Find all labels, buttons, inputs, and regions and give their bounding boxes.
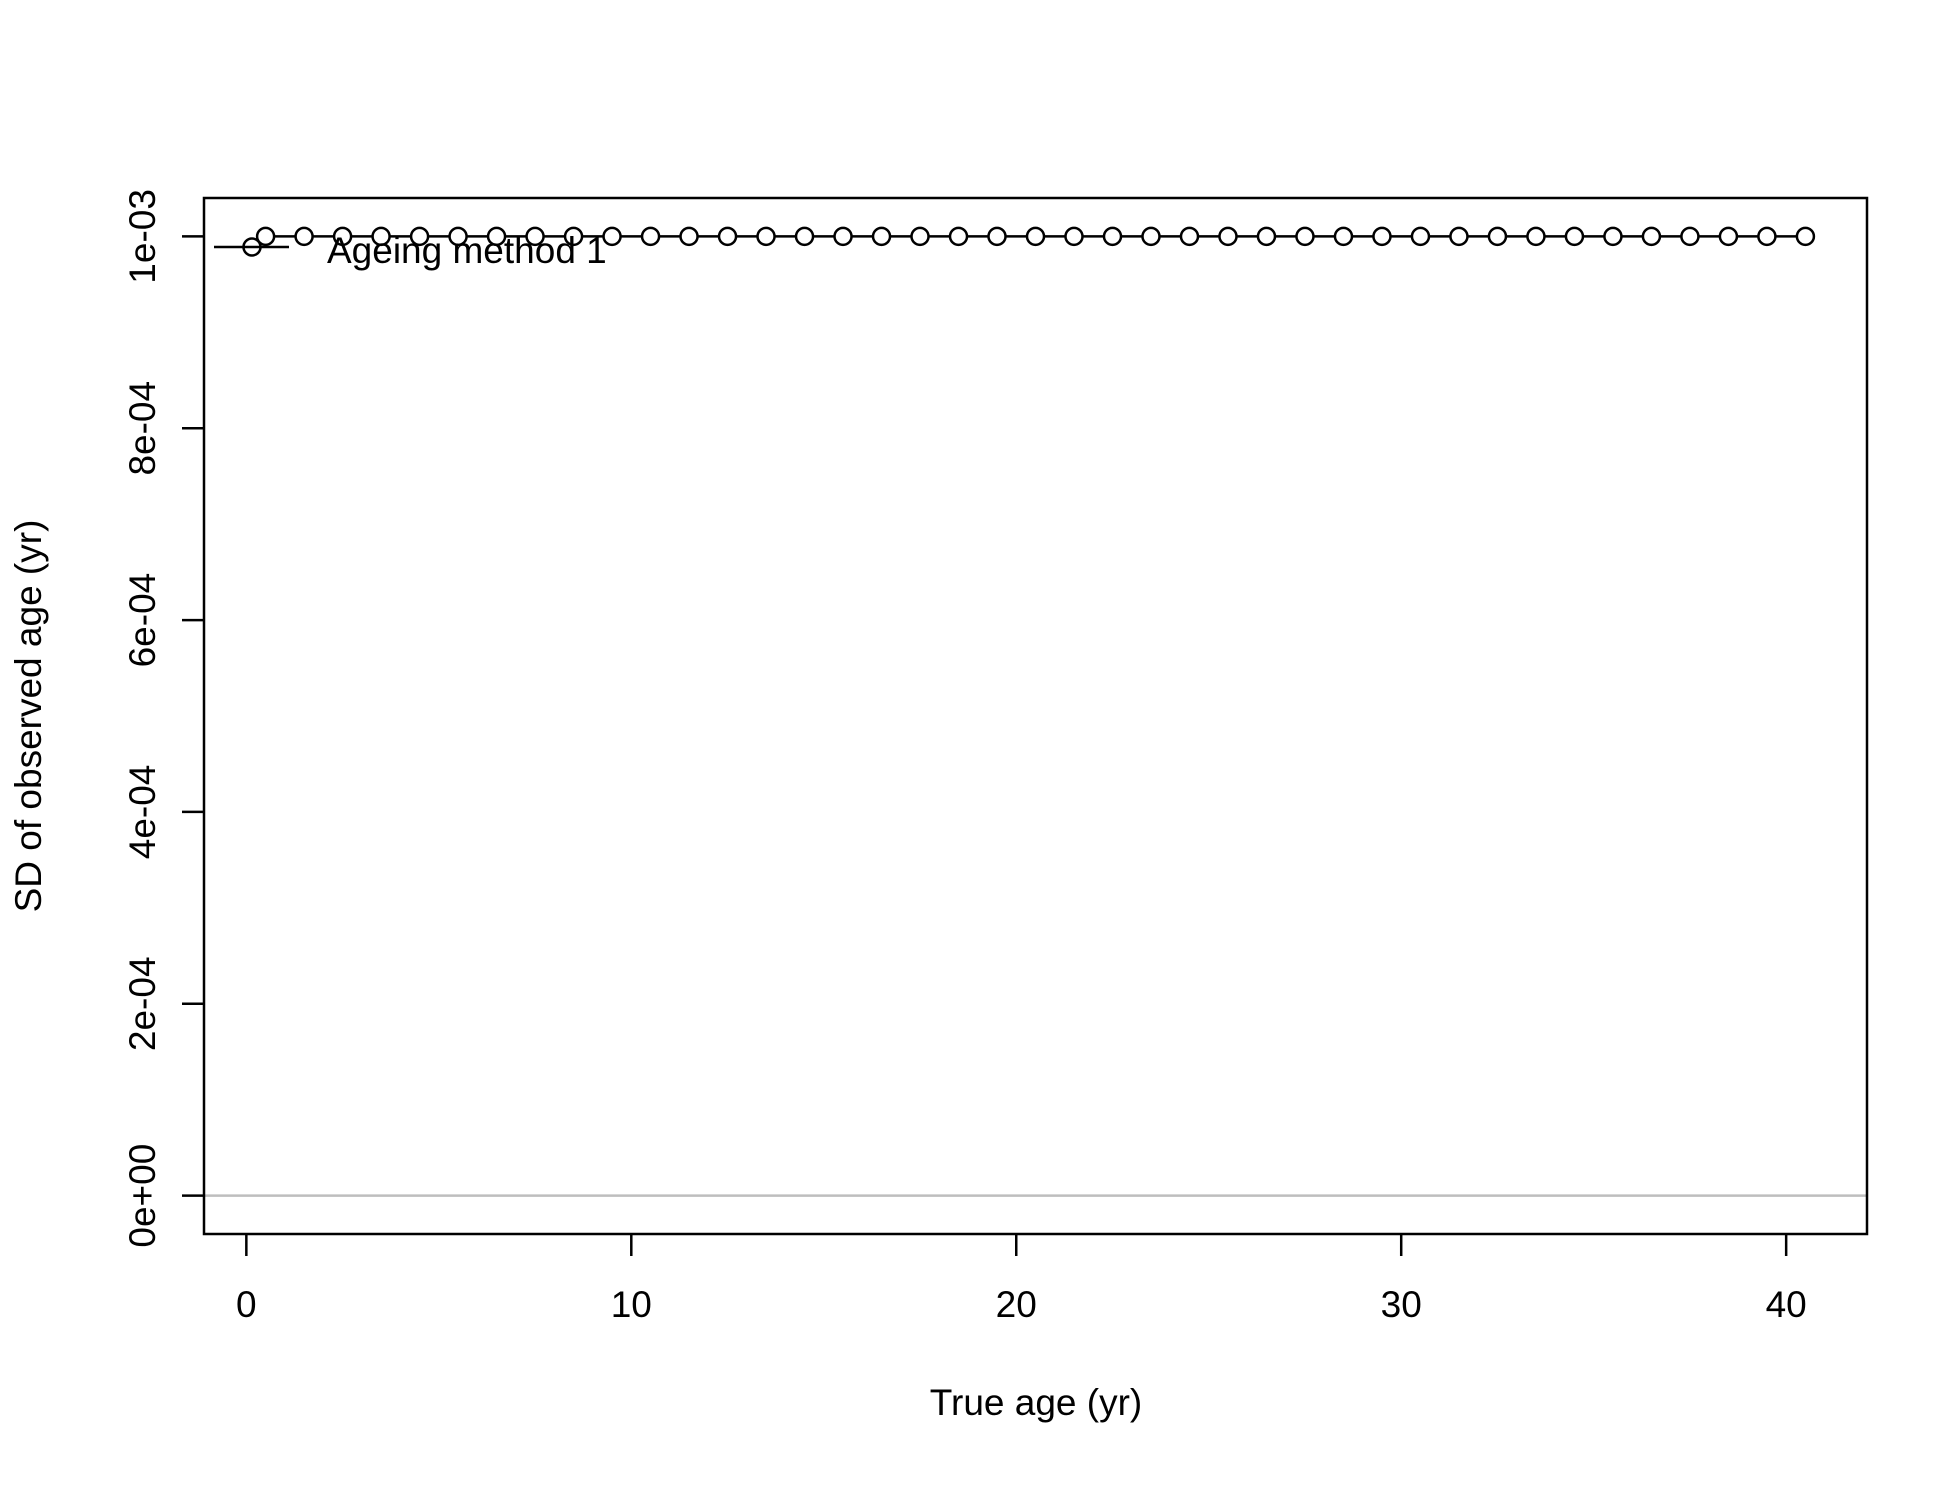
y-axis-title: SD of observed age (yr)	[8, 520, 49, 913]
data-point	[602, 226, 622, 247]
data-point	[871, 226, 892, 247]
x-tick-label: 30	[1381, 1284, 1422, 1325]
y-tick-label: 2e-04	[122, 956, 163, 1051]
y-tick-label: 0e+00	[122, 1144, 163, 1248]
data-point	[1218, 226, 1238, 247]
data-point	[1526, 226, 1546, 247]
data-point	[1487, 226, 1508, 247]
data-point	[332, 226, 353, 247]
data-point	[525, 226, 545, 247]
data-point	[563, 226, 584, 247]
legend-label: Ageing method 1	[327, 230, 607, 271]
data-point	[833, 226, 853, 247]
data-point	[1372, 226, 1392, 247]
data-point	[756, 226, 776, 247]
legend-marker	[242, 237, 262, 257]
data-point	[910, 226, 930, 247]
data-point	[1603, 226, 1623, 247]
data-point	[1757, 226, 1777, 247]
data-point	[1680, 226, 1700, 247]
y-tick-label: 1e-03	[122, 189, 163, 284]
data-point	[794, 226, 815, 247]
data-point	[1333, 226, 1354, 247]
x-axis-title: True age (yr)	[930, 1382, 1142, 1423]
data-point	[1564, 226, 1585, 247]
data-point	[294, 226, 314, 247]
data-point	[1141, 226, 1161, 247]
data-point	[1295, 226, 1315, 247]
x-tick-label: 0	[236, 1284, 257, 1325]
plot-frame	[202, 196, 1869, 1236]
x-tick-label: 20	[996, 1284, 1037, 1325]
data-point	[1064, 226, 1084, 247]
data-point	[255, 226, 276, 247]
data-point	[1410, 226, 1431, 247]
data-point	[640, 226, 661, 247]
data-point	[1641, 226, 1662, 247]
y-tick-label: 4e-04	[122, 765, 163, 860]
y-tick-label: 8e-04	[122, 381, 163, 476]
data-point	[371, 226, 391, 247]
data-point	[717, 226, 738, 247]
data-point	[1256, 226, 1277, 247]
x-tick-label: 40	[1766, 1284, 1807, 1325]
data-point	[448, 226, 468, 247]
x-tick-label: 10	[611, 1284, 652, 1325]
data-point	[1025, 226, 1046, 247]
data-point	[987, 226, 1007, 247]
data-point	[679, 226, 699, 247]
data-point	[948, 226, 969, 247]
data-point	[1718, 226, 1739, 247]
data-point	[486, 226, 507, 247]
data-point	[1449, 226, 1469, 247]
data-point	[1179, 226, 1200, 247]
data-point	[1795, 226, 1816, 247]
y-tick-label: 6e-04	[122, 573, 163, 668]
data-point	[409, 226, 430, 247]
data-point	[1102, 226, 1123, 247]
